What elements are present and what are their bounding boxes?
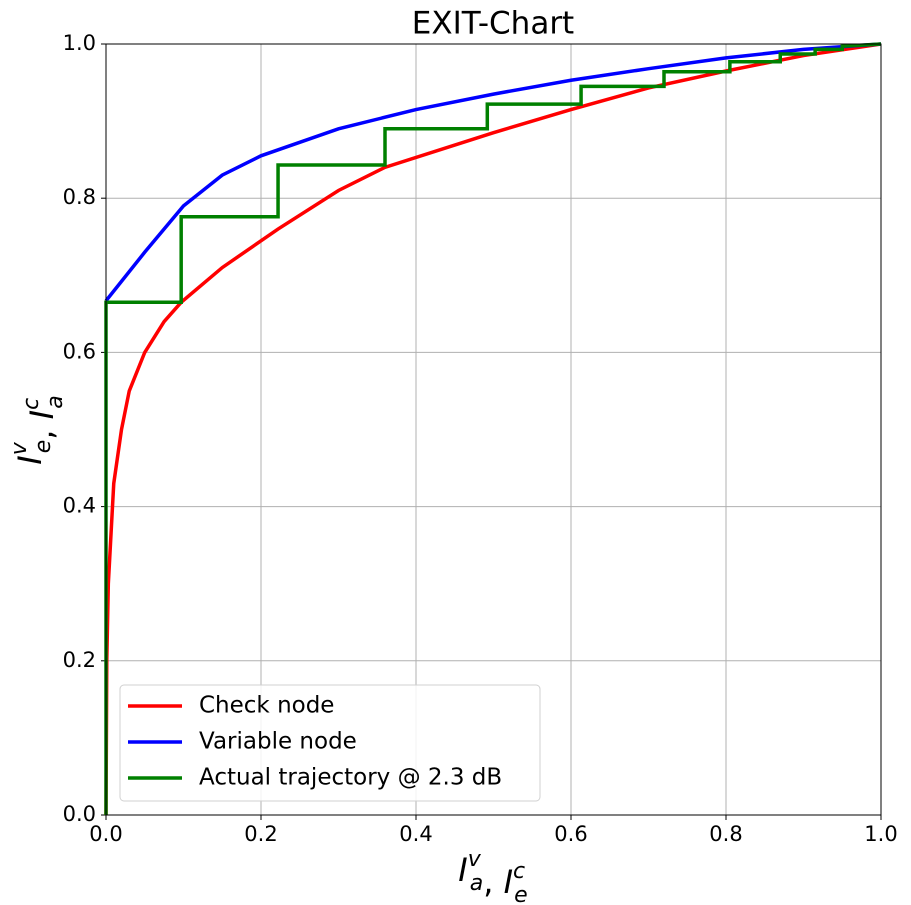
label-sup: v: [7, 441, 32, 455]
label-sup: v: [468, 847, 482, 872]
x-tick-label: 0.8: [709, 822, 742, 846]
label-sub: e: [31, 440, 56, 454]
label-sub: a: [470, 871, 483, 896]
y-tick-label: 0.6: [63, 339, 96, 363]
label-sub: e: [514, 883, 528, 905]
y-tick-label: 0.0: [63, 802, 96, 826]
y-tick-label: 0.4: [63, 494, 96, 518]
label-base: I: [458, 851, 467, 889]
y-tick-label: 0.8: [63, 185, 96, 209]
x-axis-label: Iv a, Ic e: [458, 847, 527, 905]
line-series: [104, 42, 882, 302]
legend-label: Check node: [199, 693, 334, 719]
x-tick-label: 0.4: [399, 822, 432, 846]
label-separator: ,: [23, 419, 61, 439]
y-tick-label: 0.2: [63, 648, 96, 672]
label-sub: a: [43, 395, 68, 408]
label-base: I: [11, 455, 49, 464]
y-axis-label: Ive, Ica: [7, 395, 68, 464]
label-separator: ,: [483, 863, 503, 901]
label-sup: c: [19, 398, 44, 410]
chart-title: EXIT-Chart: [412, 6, 574, 42]
legend-box: [119, 684, 541, 802]
x-tick-label: 1.0: [864, 822, 897, 846]
label-base: I: [23, 410, 61, 419]
legend-label: Variable node: [199, 729, 357, 755]
axis-label-text: Ive, Ica: [7, 395, 68, 464]
line-series: [104, 42, 882, 815]
x-tick-label: 0.6: [554, 822, 587, 846]
x-tick-label: 0.2: [244, 822, 277, 846]
label-sup: c: [513, 859, 525, 884]
axis-label-text: Iv a, Ic e: [458, 847, 527, 905]
label-base: I: [504, 863, 513, 901]
x-tick-label: 0.0: [89, 822, 122, 846]
plot-frame: [105, 43, 882, 816]
legend-label: Actual trajectory @ 2.3 dB: [199, 765, 502, 791]
y-tick-label: 1.0: [63, 31, 96, 55]
